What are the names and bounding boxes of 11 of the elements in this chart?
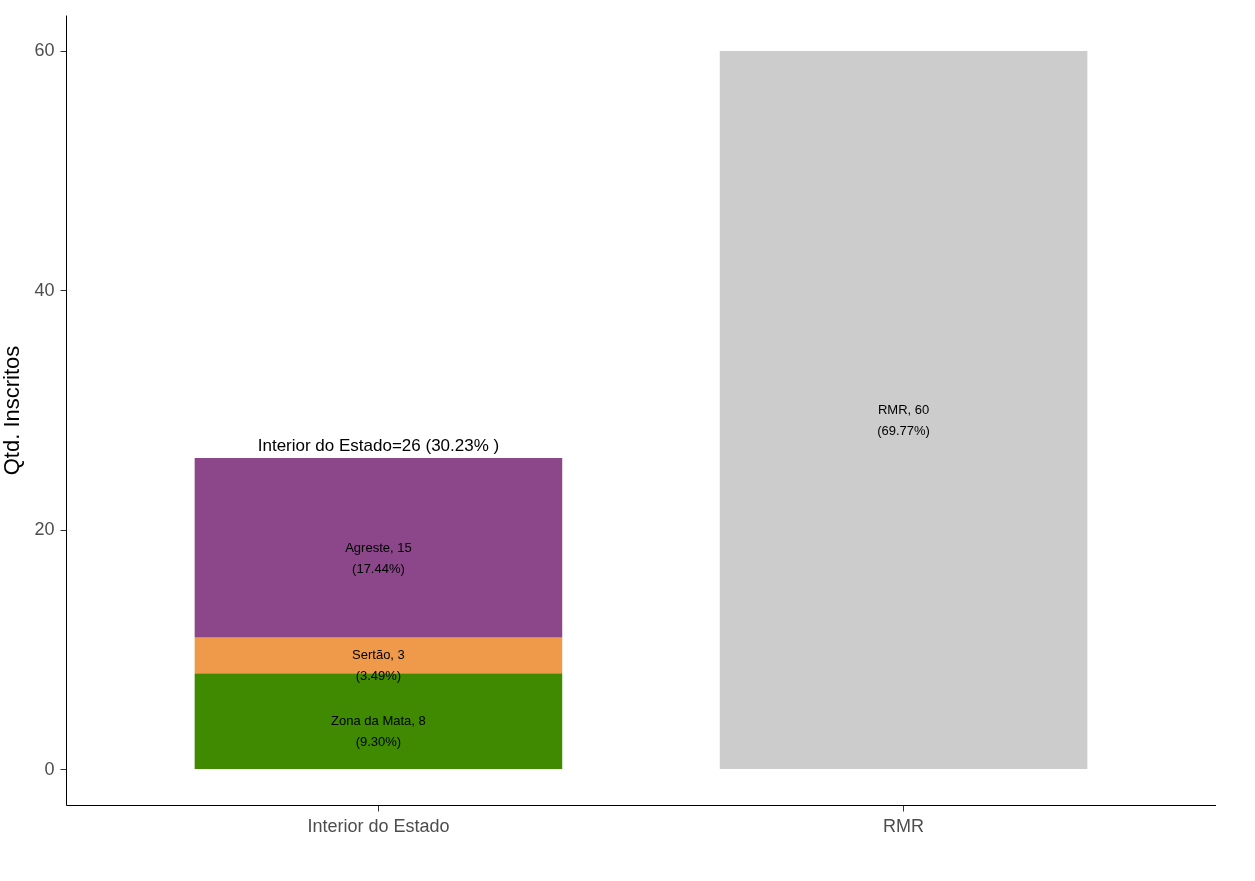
data-label: Agreste, 15 (17.44%) <box>345 539 412 576</box>
x-tick-label: Interior do Estado <box>307 815 450 836</box>
data-label: Zona da Mata, 8 (9.30%) <box>331 713 426 750</box>
total-label: Interior do Estado=26 (30.23% ) <box>257 435 500 455</box>
y-tick-label: 40 <box>34 279 55 300</box>
y-tick-label: 0 <box>44 758 55 779</box>
data-label: RMR, 60 (69.77%) <box>877 402 930 438</box>
x-tick-label: RMR <box>883 815 925 836</box>
y-tick-label: 60 <box>34 40 55 61</box>
y-axis-title: Qtd. Inscritos <box>0 345 25 476</box>
y-tick-label: 20 <box>34 519 55 540</box>
